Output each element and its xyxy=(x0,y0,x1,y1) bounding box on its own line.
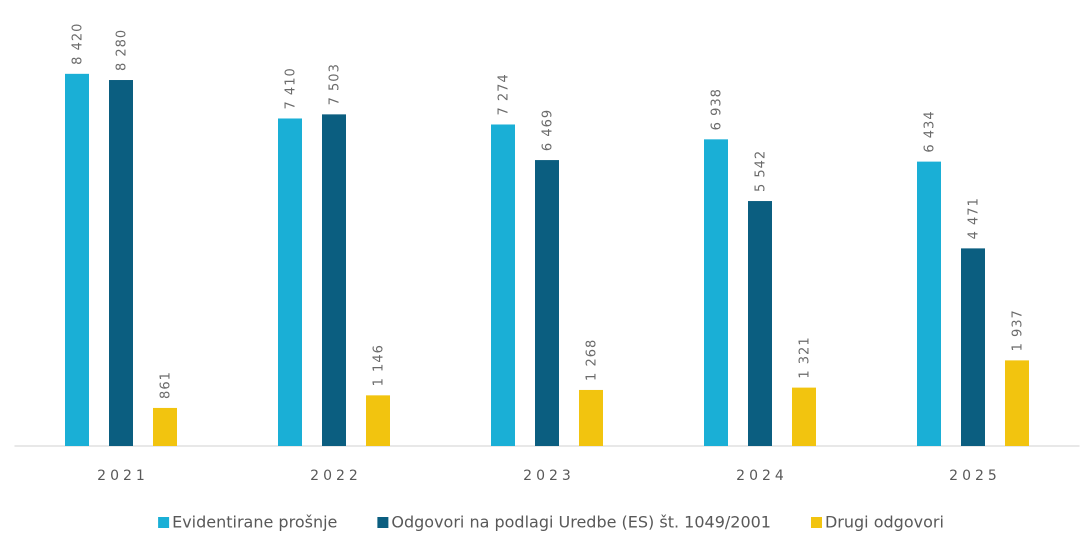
x-tick-label: 2022 xyxy=(310,468,362,484)
bar xyxy=(917,161,941,447)
data-label: 6 434 xyxy=(923,110,938,152)
legend-swatch xyxy=(158,517,170,528)
bar xyxy=(322,114,346,446)
bar xyxy=(961,248,985,446)
bar xyxy=(579,389,603,446)
legend-label: Odgovori na podlagi Uredbe (ES) št. 1049… xyxy=(391,513,771,532)
data-label: 7 503 xyxy=(328,63,343,105)
bar xyxy=(748,201,772,446)
x-tick-label: 2024 xyxy=(736,468,788,484)
bar xyxy=(153,407,177,446)
bar xyxy=(1005,360,1029,446)
x-tick-label: 2025 xyxy=(949,468,1001,484)
data-label: 861 xyxy=(159,371,174,399)
bar xyxy=(65,73,89,446)
data-label: 1 321 xyxy=(798,336,813,378)
data-label: 6 469 xyxy=(541,109,556,151)
bar xyxy=(535,160,559,447)
bar xyxy=(792,387,816,446)
data-label: 7 410 xyxy=(284,67,299,109)
data-label: 1 146 xyxy=(372,344,387,386)
data-label: 8 280 xyxy=(115,29,130,71)
data-label: 6 938 xyxy=(710,88,725,130)
x-tick-label: 2023 xyxy=(523,468,575,484)
bar xyxy=(278,118,302,446)
data-label: 1 937 xyxy=(1011,309,1026,351)
legend-label: Evidentirane prošnje xyxy=(172,513,337,532)
data-label: 4 471 xyxy=(967,197,982,239)
legend-swatch xyxy=(377,517,389,528)
legend-label: Drugi odgovori xyxy=(825,513,944,532)
bar xyxy=(109,80,133,447)
data-label: 8 420 xyxy=(71,23,86,65)
bar xyxy=(366,395,390,446)
x-tick-label: 2021 xyxy=(97,468,149,484)
legend-swatch xyxy=(810,517,822,528)
data-label: 1 268 xyxy=(585,339,600,381)
bar xyxy=(704,139,728,446)
bar xyxy=(491,124,515,446)
data-label: 5 542 xyxy=(754,150,769,192)
data-label: 7 274 xyxy=(497,73,512,115)
